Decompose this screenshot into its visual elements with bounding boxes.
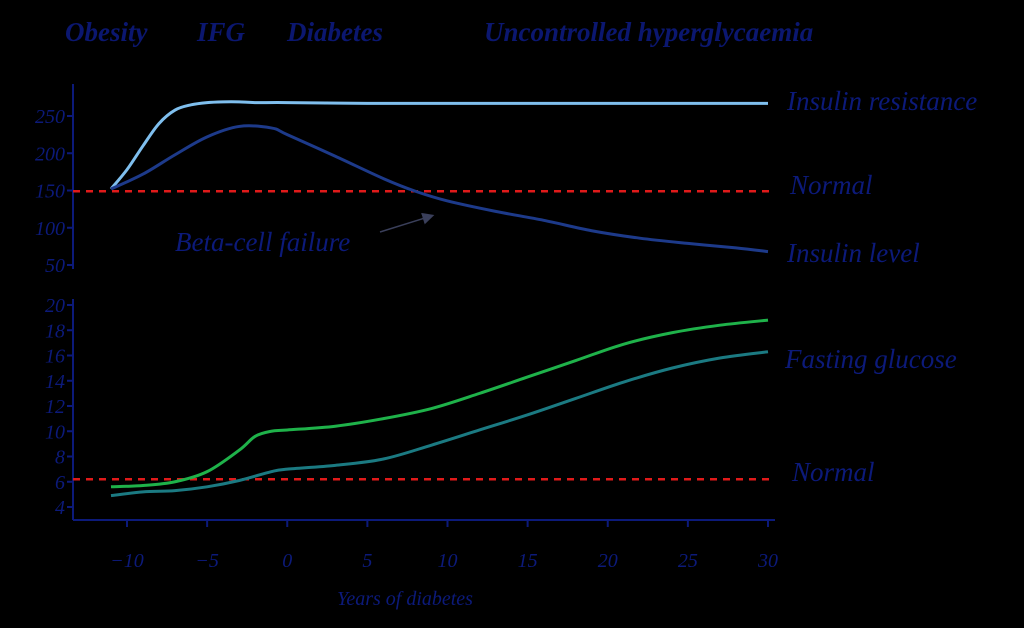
upper-y-tick-label: 50 [45,255,65,277]
upper-y-ticks: 50 100 150 200 250 [35,106,73,277]
series-fasting-glucose [110,318,769,489]
x-tick-label: 0 [282,550,292,572]
x-axis-label: Years of diabetes [337,588,473,610]
x-tick-label: 5 [362,550,372,572]
x-tick-label: 10 [438,550,458,572]
stage-obesity: Obesity [65,17,148,47]
label-fasting-glucose: Fasting glucose [784,344,957,374]
label-normal-upper: Normal [789,170,873,200]
beta-cell-failure-label: Beta-cell failure [175,227,350,257]
x-tick-label: 25 [678,550,698,572]
lower-y-tick-label: 14 [45,371,65,393]
x-tick-label: −5 [195,550,219,572]
x-tick-label: 15 [518,550,538,572]
stage-uncontrolled-hyperglycaemia: Uncontrolled hyperglycaemia [484,17,813,47]
x-tick-label: 20 [598,550,618,572]
lower-y-tick-label: 20 [45,295,65,317]
lower-y-tick-label: 16 [45,346,65,368]
label-normal-lower: Normal [791,457,875,487]
series-lines [109,100,769,498]
x-tick-label: −10 [110,550,144,572]
x-tick-label: 30 [757,550,778,572]
lower-y-tick-label: 10 [45,421,65,443]
stage-ifg: IFG [196,17,246,47]
lower-y-ticks: 4 6 8 10 12 14 16 18 20 [45,295,73,519]
lower-axes [72,299,775,521]
stage-diabetes: Diabetes [286,17,383,47]
label-insulin-resistance: Insulin resistance [786,86,977,116]
upper-y-tick-label: 250 [35,106,65,128]
x-ticks: −10 −5 0 5 10 15 20 25 30 [110,520,778,572]
lower-y-tick-label: 12 [45,396,65,418]
lower-y-tick-label: 8 [55,447,65,469]
series-insulin-resistance [109,100,768,190]
series-fasting-glucose-lower [110,350,769,498]
upper-y-tick-label: 100 [35,218,65,240]
lower-y-tick-label: 18 [45,320,65,342]
label-insulin-level: Insulin level [786,238,920,268]
upper-y-tick-label: 150 [35,181,65,203]
upper-y-tick-label: 200 [35,143,65,165]
series-insulin-level [110,124,769,254]
lower-y-tick-label: 6 [55,472,65,494]
lower-y-tick-label: 4 [55,497,65,519]
beta-cell-failure-arrow [379,212,435,233]
